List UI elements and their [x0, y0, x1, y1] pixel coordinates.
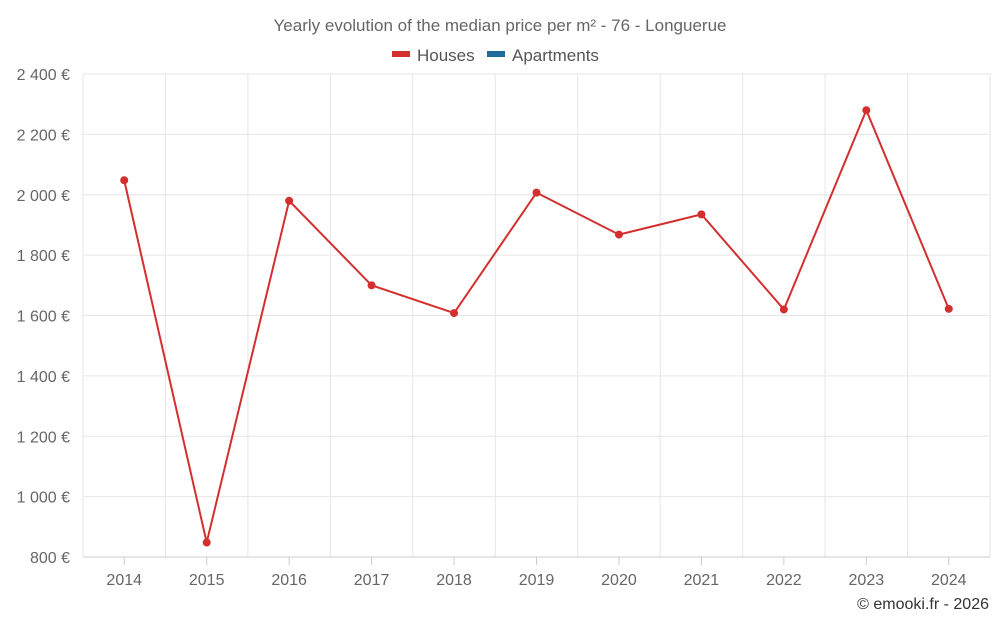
legend-label-houses: Houses: [417, 46, 475, 65]
x-tick-label: 2014: [106, 572, 142, 589]
data-point-houses-2019[interactable]: [532, 188, 541, 197]
y-tick-label: 1 400 €: [17, 369, 70, 386]
data-point-houses-2017[interactable]: [367, 281, 376, 290]
legend-item-apartments[interactable]: Apartments: [487, 46, 599, 65]
y-tick-label: 1 800 €: [17, 248, 70, 265]
x-tick-label: 2017: [354, 572, 390, 589]
y-tick-label: 2 200 €: [17, 127, 70, 144]
data-point-houses-2023[interactable]: [862, 106, 871, 115]
credit-text: © emooki.fr - 2026: [857, 596, 989, 613]
chart-title: Yearly evolution of the median price per…: [274, 16, 727, 35]
grid-lines: [82, 73, 991, 557]
legend: Houses Apartments: [392, 46, 599, 65]
x-tick-label: 2021: [684, 572, 720, 589]
data-point-houses-2021[interactable]: [697, 210, 706, 219]
y-tick-label: 1 000 €: [17, 490, 70, 507]
legend-swatch-apartments: [487, 51, 505, 57]
legend-label-apartments: Apartments: [512, 46, 599, 65]
data-point-houses-2022[interactable]: [779, 305, 788, 314]
x-axis: 2014 2015 2016 2017 2018 2019 2020 2021 2022 2023…: [83, 556, 990, 589]
data-point-houses-2020[interactable]: [614, 230, 623, 239]
y-tick-label: 2 000 €: [17, 188, 70, 205]
y-tick-label: 1 200 €: [17, 429, 70, 446]
y-tick-label: 800 €: [30, 550, 70, 567]
data-point-houses-2014[interactable]: [120, 176, 129, 185]
x-tick-label: 2024: [931, 572, 967, 589]
x-tick-label: 2016: [271, 572, 307, 589]
x-tick-label: 2018: [436, 572, 472, 589]
data-point-houses-2024[interactable]: [944, 304, 953, 313]
x-tick-label: 2023: [849, 572, 885, 589]
x-tick-label: 2022: [766, 572, 802, 589]
y-tick-label: 1 600 €: [17, 309, 70, 326]
y-tick-label: 2 400 €: [17, 67, 70, 84]
data-point-houses-2018[interactable]: [450, 309, 459, 318]
x-tick-label: 2019: [519, 572, 555, 589]
series-houses: [120, 106, 953, 547]
y-axis: 800 € 1 000 € 1 200 € 1 400 € 1 600 € 1 800 €…: [17, 67, 70, 567]
data-point-houses-2016[interactable]: [285, 196, 294, 205]
data-point-houses-2015[interactable]: [202, 538, 211, 547]
x-tick-label: 2020: [601, 572, 637, 589]
legend-swatch-houses: [392, 51, 410, 57]
x-tick-label: 2015: [189, 572, 225, 589]
legend-item-houses[interactable]: Houses: [392, 46, 475, 65]
